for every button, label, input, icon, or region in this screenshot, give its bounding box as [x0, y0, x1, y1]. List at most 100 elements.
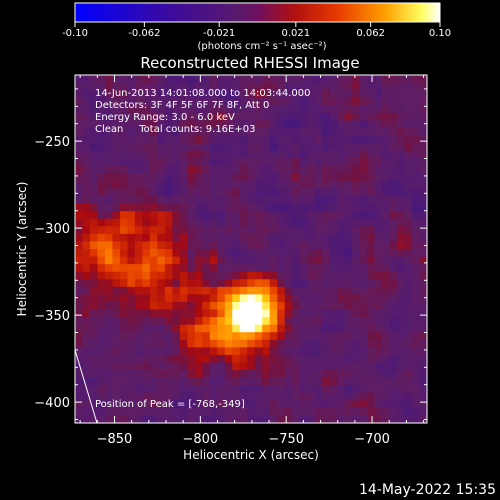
heatmap-cell	[419, 385, 428, 394]
heatmap-cell	[134, 317, 143, 326]
heatmap-cell	[299, 112, 308, 121]
heatmap-cell	[97, 249, 106, 258]
heatmap-cell	[419, 324, 428, 333]
heatmap-cell	[307, 218, 316, 227]
heatmap-cell	[142, 385, 151, 394]
heatmap-cell	[247, 135, 256, 144]
heatmap-cell	[412, 180, 421, 190]
heatmap-cell	[179, 150, 188, 159]
heatmap-cell	[217, 264, 226, 273]
heatmap-cell	[299, 415, 308, 424]
heatmap-cell	[119, 196, 129, 205]
heatmap-cell	[179, 75, 188, 84]
heatmap-cell	[157, 279, 166, 288]
heatmap-cell	[344, 127, 353, 137]
heatmap-cell	[202, 173, 211, 182]
heatmap-cell	[344, 309, 353, 318]
heatmap-cell	[397, 180, 406, 190]
heatmap-cell	[269, 362, 278, 371]
heatmap-cell	[314, 347, 323, 356]
heatmap-cell	[97, 120, 106, 129]
heatmap-cell	[352, 362, 361, 371]
heatmap-cell	[119, 226, 129, 235]
heatmap-cell	[82, 82, 91, 91]
heatmap-cell	[89, 286, 99, 295]
heatmap-cell	[292, 400, 301, 409]
heatmap-cell	[412, 407, 421, 417]
heatmap-cell	[374, 211, 383, 220]
heatmap-cell	[412, 173, 421, 182]
heatmap-cell	[359, 407, 368, 417]
heatmap-cell	[82, 127, 91, 137]
heatmap-cell	[247, 279, 256, 288]
heatmap-cell	[112, 256, 121, 265]
heatmap-cell	[412, 75, 421, 84]
heatmap-cell	[412, 143, 421, 152]
heatmap-cell	[404, 339, 413, 348]
heatmap-cell	[397, 143, 406, 152]
heatmap-cell	[322, 82, 331, 91]
heatmap-cell	[352, 226, 361, 235]
heatmap-cell	[322, 271, 331, 280]
heatmap-cell	[172, 120, 181, 129]
heatmap-cell	[374, 407, 383, 417]
heatmap-cell	[142, 158, 151, 167]
heatmap-cell	[367, 211, 376, 220]
heatmap-cell	[344, 400, 353, 409]
heatmap-cell	[112, 309, 121, 318]
heatmap-cell	[142, 324, 151, 333]
heatmap-cell	[119, 354, 129, 364]
heatmap-cell	[262, 241, 271, 250]
heatmap-cell	[224, 339, 233, 348]
heatmap-cell	[367, 75, 376, 84]
heatmap-cell	[172, 385, 181, 394]
heatmap-cell	[209, 165, 218, 174]
heatmap-cell	[104, 294, 114, 303]
heatmap-cell	[254, 370, 263, 379]
heatmap-cell	[209, 370, 218, 379]
heatmap-cell	[352, 211, 361, 220]
heatmap-cell	[329, 112, 338, 121]
heatmap-cell	[337, 256, 346, 265]
heatmap-cell	[374, 347, 383, 356]
heatmap-cell	[247, 90, 256, 99]
heatmap-cell	[337, 279, 346, 288]
heatmap-cell	[397, 370, 406, 379]
heatmap-cell	[277, 135, 286, 144]
heatmap-cell	[134, 324, 143, 333]
heatmap-cell	[269, 324, 278, 333]
heatmap-cell	[187, 354, 196, 364]
x-tick-label: −700	[354, 432, 390, 447]
heatmap-cell	[164, 211, 173, 220]
heatmap-cell	[412, 354, 421, 364]
heatmap-cell	[239, 407, 248, 417]
heatmap-cell	[179, 392, 188, 401]
heatmap-cell	[329, 279, 338, 288]
heatmap-cell	[419, 105, 428, 114]
heatmap-cell	[217, 233, 226, 243]
heatmap-cell	[382, 347, 391, 356]
heatmap-cell	[404, 211, 413, 220]
heatmap-cell	[97, 105, 106, 114]
heatmap-cell	[314, 286, 323, 295]
colorbar-units: (photons cm⁻² s⁻¹ asec⁻²)	[197, 41, 326, 52]
heatmap-cell	[142, 188, 151, 197]
heatmap-cell	[89, 324, 99, 333]
heatmap-cell	[299, 196, 308, 205]
heatmap-cell	[127, 286, 136, 295]
heatmap-cell	[75, 286, 84, 295]
heatmap-cell	[254, 354, 263, 364]
heatmap-cell	[367, 264, 376, 273]
heatmap-cell	[292, 392, 301, 401]
heatmap-cell	[269, 196, 278, 205]
heatmap-cell	[284, 377, 293, 386]
heatmap-cell	[352, 317, 361, 326]
heatmap-cell	[247, 256, 256, 265]
heatmap-cell	[142, 165, 151, 174]
heatmap-cell	[209, 354, 218, 364]
heatmap-cell	[194, 112, 203, 121]
heatmap-cell	[134, 105, 143, 114]
heatmap-cell	[112, 279, 121, 288]
heatmap-cell	[269, 135, 278, 144]
heatmap-cell	[112, 158, 121, 167]
